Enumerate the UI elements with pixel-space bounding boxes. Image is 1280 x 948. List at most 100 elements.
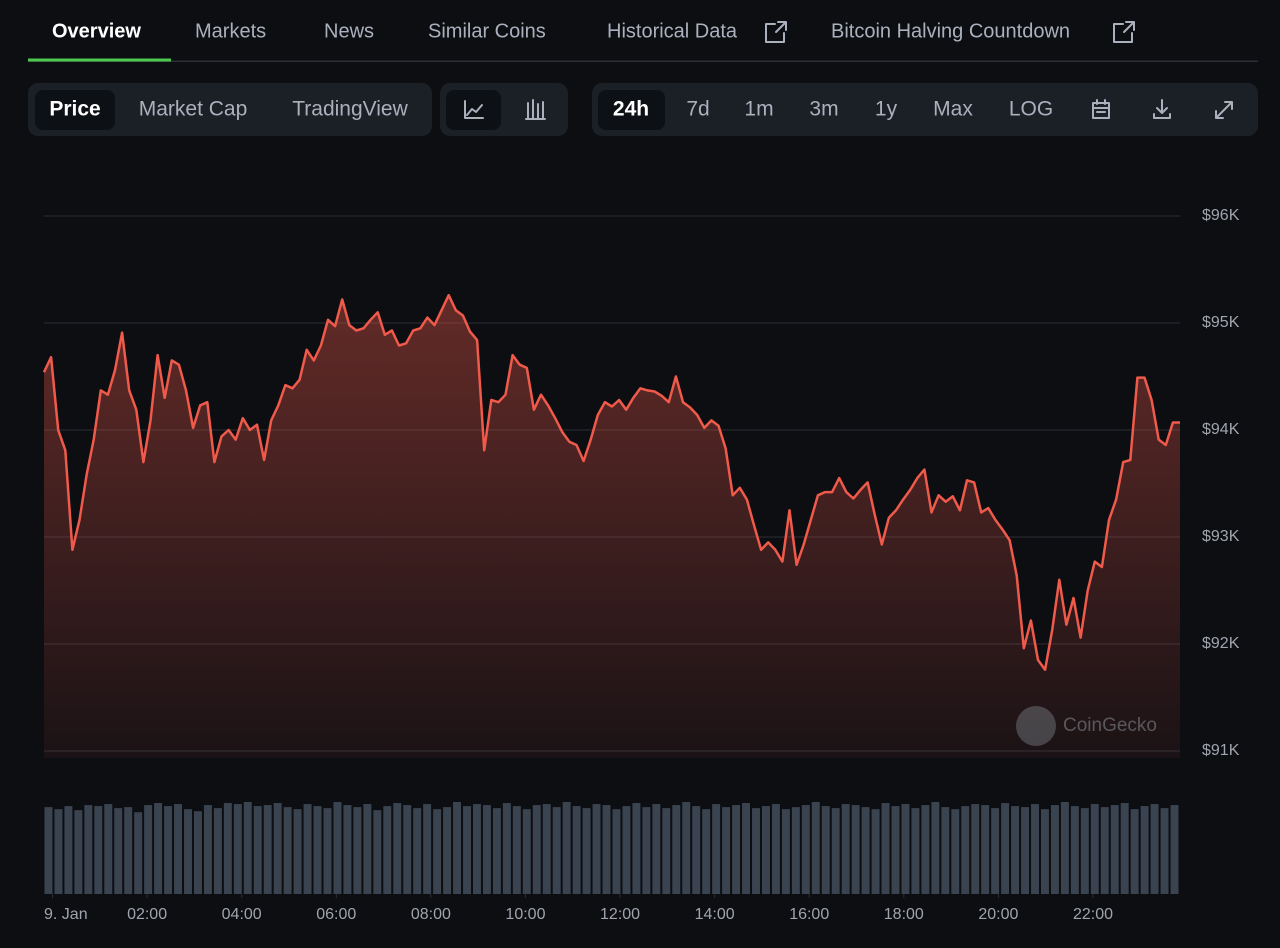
range-button[interactable]: 1y — [875, 98, 898, 121]
tab[interactable]: Similar Coins — [428, 20, 546, 42]
volume-bar — [522, 809, 531, 894]
volume-bar — [243, 802, 252, 894]
x-tick-label: 08:00 — [411, 906, 451, 923]
volume-bar — [1170, 805, 1179, 894]
volume-bar — [64, 806, 73, 894]
volume-bar — [1120, 803, 1129, 894]
button-group — [28, 83, 432, 136]
download-icon[interactable] — [1153, 99, 1171, 119]
volume-bar — [363, 804, 372, 894]
tab[interactable]: Bitcoin Halving Countdown — [831, 20, 1070, 42]
volume-bar — [532, 805, 541, 894]
volume-bar — [851, 805, 860, 894]
volume-bar — [124, 807, 133, 894]
volume-bar — [403, 805, 412, 894]
volume-bar — [981, 805, 990, 894]
chart-tab[interactable]: TradingView — [292, 98, 408, 121]
toolbar: Price Market Cap TradingView 24h 7d 1m 3… — [28, 83, 1258, 136]
volume-bar — [582, 808, 591, 894]
x-tick-label: 16:00 — [789, 906, 829, 923]
range-button[interactable]: 3m — [809, 98, 838, 121]
volume-bar — [871, 809, 880, 894]
calendar-icon[interactable] — [1092, 99, 1110, 119]
volume-bar — [662, 808, 671, 894]
volume-bar — [393, 803, 402, 894]
volume-bar — [463, 806, 471, 894]
range-button[interactable]: 1m — [744, 98, 773, 121]
active-button — [598, 90, 665, 130]
x-tick-label: 12:00 — [600, 906, 640, 923]
volume-bar — [821, 806, 830, 894]
external-link-icon — [1113, 21, 1135, 43]
volume-bar — [472, 804, 481, 894]
tab[interactable]: Historical Data — [607, 20, 738, 42]
button-group — [592, 83, 1258, 136]
volume-bar — [742, 803, 751, 894]
volume-bar — [632, 803, 641, 894]
tab[interactable]: Overview — [52, 20, 141, 42]
range-button[interactable]: 24h — [613, 98, 649, 121]
fullscreen-icon[interactable] — [1215, 101, 1233, 119]
volume-bar — [1001, 803, 1010, 894]
watermark-text: CoinGecko — [1063, 715, 1157, 736]
candle-chart-icon[interactable] — [525, 99, 546, 120]
chart-tab[interactable]: Market Cap — [139, 98, 248, 121]
volume-bar — [263, 805, 272, 894]
y-tick-label: $95K — [1202, 314, 1240, 331]
volume-bar — [303, 804, 312, 894]
x-tick-label: 9. Jan — [44, 906, 88, 923]
volume-bar — [44, 807, 53, 894]
price-line — [42, 293, 1180, 671]
y-tick-label: $94K — [1202, 421, 1240, 438]
volume-bar — [692, 806, 701, 894]
volume-bar — [1110, 805, 1119, 894]
volume-bar — [1130, 809, 1139, 894]
volume-bar — [154, 803, 163, 894]
volume-bar — [84, 805, 93, 894]
log-button[interactable]: LOG — [1009, 98, 1053, 121]
volume-bar — [831, 808, 840, 894]
volume-bar — [323, 808, 332, 894]
y-tick-label: $91K — [1202, 742, 1240, 759]
volume-bar — [343, 805, 352, 894]
volume-bar — [612, 809, 621, 894]
active-indicator — [28, 58, 171, 62]
chart-tab[interactable]: Price — [49, 98, 100, 121]
volume-bar — [1100, 807, 1109, 894]
volume-bar — [134, 812, 143, 894]
volume-bar — [911, 808, 920, 894]
tab[interactable]: News — [324, 20, 374, 42]
volume-bar — [761, 806, 770, 894]
volume-bar — [333, 802, 342, 894]
volume-bar — [642, 807, 651, 894]
volume-bar — [652, 804, 661, 894]
tab[interactable]: Markets — [195, 20, 266, 42]
range-button[interactable]: Max — [933, 98, 973, 121]
volume-bar — [572, 806, 581, 894]
volume-bar — [901, 804, 910, 894]
volume-bar — [1021, 807, 1030, 894]
volume-bar — [253, 806, 262, 894]
tab-bar: Overview Markets News Similar Coins Hist… — [28, 20, 1258, 62]
volume-bar — [1070, 806, 1079, 894]
volume-bar — [273, 803, 282, 894]
volume-bar — [801, 805, 810, 894]
volume-bar — [213, 808, 222, 894]
volume-bar — [542, 804, 551, 894]
volume-bar — [562, 802, 571, 894]
volume-bar — [293, 809, 302, 894]
volume-bar — [482, 805, 491, 894]
volume-bar — [313, 806, 322, 894]
volume-bar — [1140, 806, 1149, 894]
x-tick-label: 10:00 — [505, 906, 545, 923]
volume-bar — [1150, 804, 1159, 894]
volume-bar — [512, 806, 521, 894]
active-button — [35, 90, 115, 130]
range-button[interactable]: 7d — [686, 98, 709, 121]
volume-bar — [54, 809, 63, 894]
volume-bar — [1011, 806, 1020, 894]
volume-bar — [1050, 805, 1059, 894]
volume-bar — [891, 806, 900, 894]
